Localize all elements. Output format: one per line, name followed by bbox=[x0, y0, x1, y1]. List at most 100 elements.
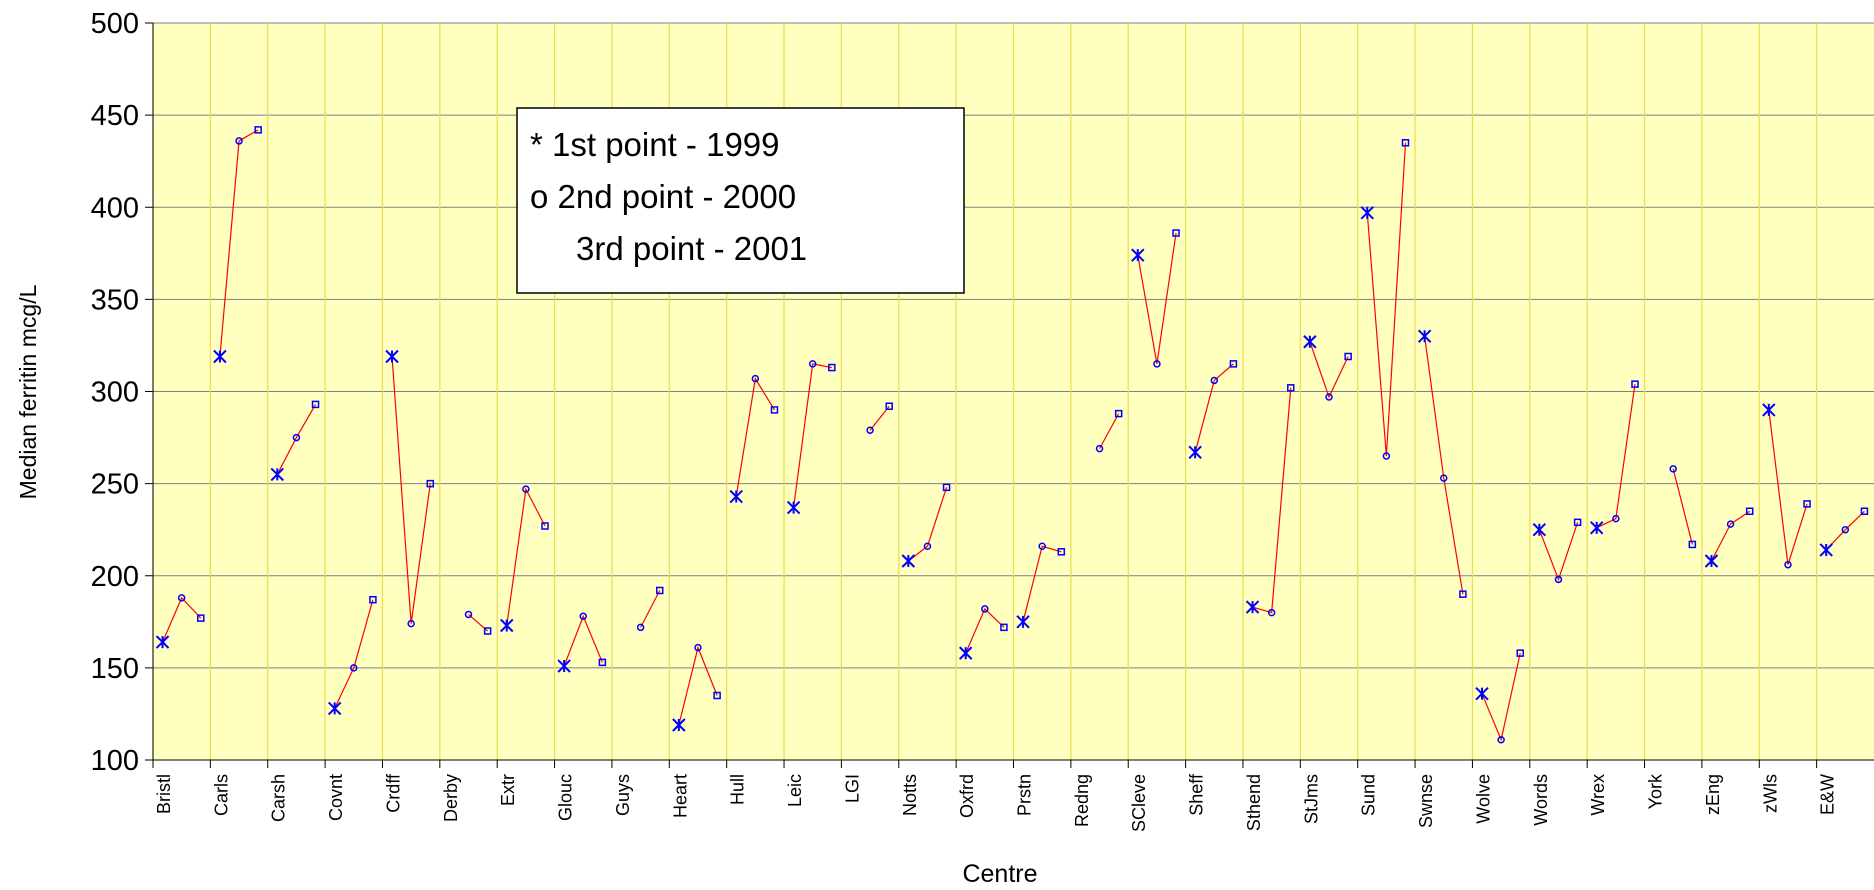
x-tick-label: Hull bbox=[728, 774, 748, 805]
marker bbox=[1267, 608, 1276, 617]
marker bbox=[786, 500, 801, 515]
x-tick-label: Prstn bbox=[1015, 774, 1035, 816]
marker bbox=[1057, 548, 1066, 556]
x-tick-label: Derby bbox=[441, 774, 461, 822]
marker bbox=[1516, 649, 1524, 657]
marker bbox=[729, 489, 743, 504]
marker bbox=[1819, 543, 1833, 557]
x-tick-label: Words bbox=[1531, 774, 1551, 826]
marker bbox=[672, 718, 686, 732]
x-tick-label: Swnse bbox=[1416, 774, 1436, 828]
y-tick-label: 250 bbox=[91, 469, 139, 501]
x-tick-label: Covnt bbox=[326, 774, 346, 821]
x-tick-label: Sheff bbox=[1187, 773, 1207, 816]
x-tick-label: E&W bbox=[1818, 774, 1838, 815]
marker bbox=[1382, 452, 1391, 460]
marker bbox=[1000, 623, 1008, 632]
line-segment bbox=[907, 487, 948, 562]
line-segment bbox=[1099, 413, 1120, 449]
x-tick-label: Wrex bbox=[1588, 774, 1608, 816]
marker bbox=[1188, 445, 1202, 460]
marker bbox=[483, 627, 492, 635]
marker bbox=[311, 400, 320, 409]
marker bbox=[369, 595, 377, 604]
line-segment bbox=[640, 590, 661, 628]
marker bbox=[1704, 554, 1719, 568]
marker bbox=[522, 485, 530, 493]
line-segment bbox=[1768, 409, 1808, 565]
marker bbox=[1131, 248, 1145, 262]
marker bbox=[1114, 409, 1123, 418]
x-tick-label: Crdff bbox=[383, 773, 403, 813]
marker bbox=[1803, 500, 1811, 508]
x-tick-label: Oxfrd bbox=[957, 774, 977, 818]
marker bbox=[1016, 615, 1030, 629]
marker bbox=[1590, 521, 1604, 535]
line-segment bbox=[1825, 510, 1865, 551]
line-segment bbox=[1252, 387, 1292, 614]
line-segment bbox=[1137, 232, 1177, 364]
marker bbox=[1762, 403, 1776, 417]
line-segment bbox=[1424, 336, 1464, 595]
marker bbox=[1153, 360, 1161, 368]
marker bbox=[254, 126, 262, 134]
marker bbox=[385, 349, 399, 364]
line-segment bbox=[1022, 545, 1062, 622]
marker bbox=[1631, 380, 1639, 388]
legend-text: * 1st point - 1999 bbox=[530, 126, 780, 163]
legend-text: 3rd point - 2001 bbox=[576, 230, 807, 267]
x-tick-label: Carls bbox=[211, 774, 231, 816]
y-tick-label: 100 bbox=[91, 745, 139, 777]
marker bbox=[1688, 540, 1697, 549]
marker bbox=[1172, 229, 1180, 237]
x-tick-label: Notts bbox=[900, 774, 920, 816]
line-segment bbox=[391, 356, 431, 624]
marker bbox=[655, 586, 664, 595]
marker bbox=[1573, 518, 1582, 527]
marker bbox=[1669, 465, 1677, 473]
x-tick-label: Leic bbox=[785, 774, 805, 807]
line-segment bbox=[1366, 142, 1407, 457]
marker bbox=[1726, 520, 1735, 528]
y-tick-label: 350 bbox=[91, 284, 139, 316]
marker bbox=[407, 619, 415, 628]
line-segment bbox=[1710, 510, 1751, 562]
x-tick-label: York bbox=[1646, 773, 1666, 809]
y-axis-title: Median ferritin mcg/L bbox=[15, 284, 41, 499]
marker bbox=[235, 137, 243, 145]
x-tick-label: SCleve bbox=[1129, 774, 1149, 832]
marker bbox=[1287, 384, 1295, 392]
marker bbox=[866, 426, 874, 434]
marker bbox=[1095, 444, 1104, 453]
marker bbox=[828, 363, 836, 372]
marker bbox=[901, 554, 916, 568]
legend-text: o 2nd point - 2000 bbox=[530, 178, 796, 215]
line-segment bbox=[563, 614, 603, 667]
marker bbox=[1344, 352, 1352, 361]
line-segment bbox=[276, 404, 317, 475]
marker bbox=[1360, 206, 1374, 220]
marker bbox=[197, 614, 205, 622]
line-segment bbox=[869, 405, 890, 431]
line-segment bbox=[1672, 468, 1693, 545]
x-tick-label: zEng bbox=[1703, 774, 1723, 815]
x-tick-label: Sund bbox=[1359, 774, 1379, 816]
marker bbox=[1417, 329, 1432, 343]
marker bbox=[213, 349, 227, 364]
marker bbox=[1303, 335, 1317, 349]
marker bbox=[270, 467, 285, 482]
y-tick-label: 150 bbox=[91, 653, 139, 685]
y-tick-label: 450 bbox=[91, 100, 139, 132]
marker bbox=[770, 406, 779, 414]
x-tick-label: StJms bbox=[1301, 774, 1321, 824]
x-tick-label: Carsh bbox=[269, 774, 289, 822]
marker bbox=[1532, 522, 1547, 537]
marker bbox=[500, 618, 514, 633]
marker bbox=[177, 594, 186, 602]
marker bbox=[1210, 376, 1219, 385]
marker bbox=[808, 360, 817, 368]
line-segment bbox=[1596, 384, 1636, 529]
x-tick-label: Extr bbox=[498, 774, 518, 806]
x-tick-label: Guys bbox=[613, 774, 633, 816]
